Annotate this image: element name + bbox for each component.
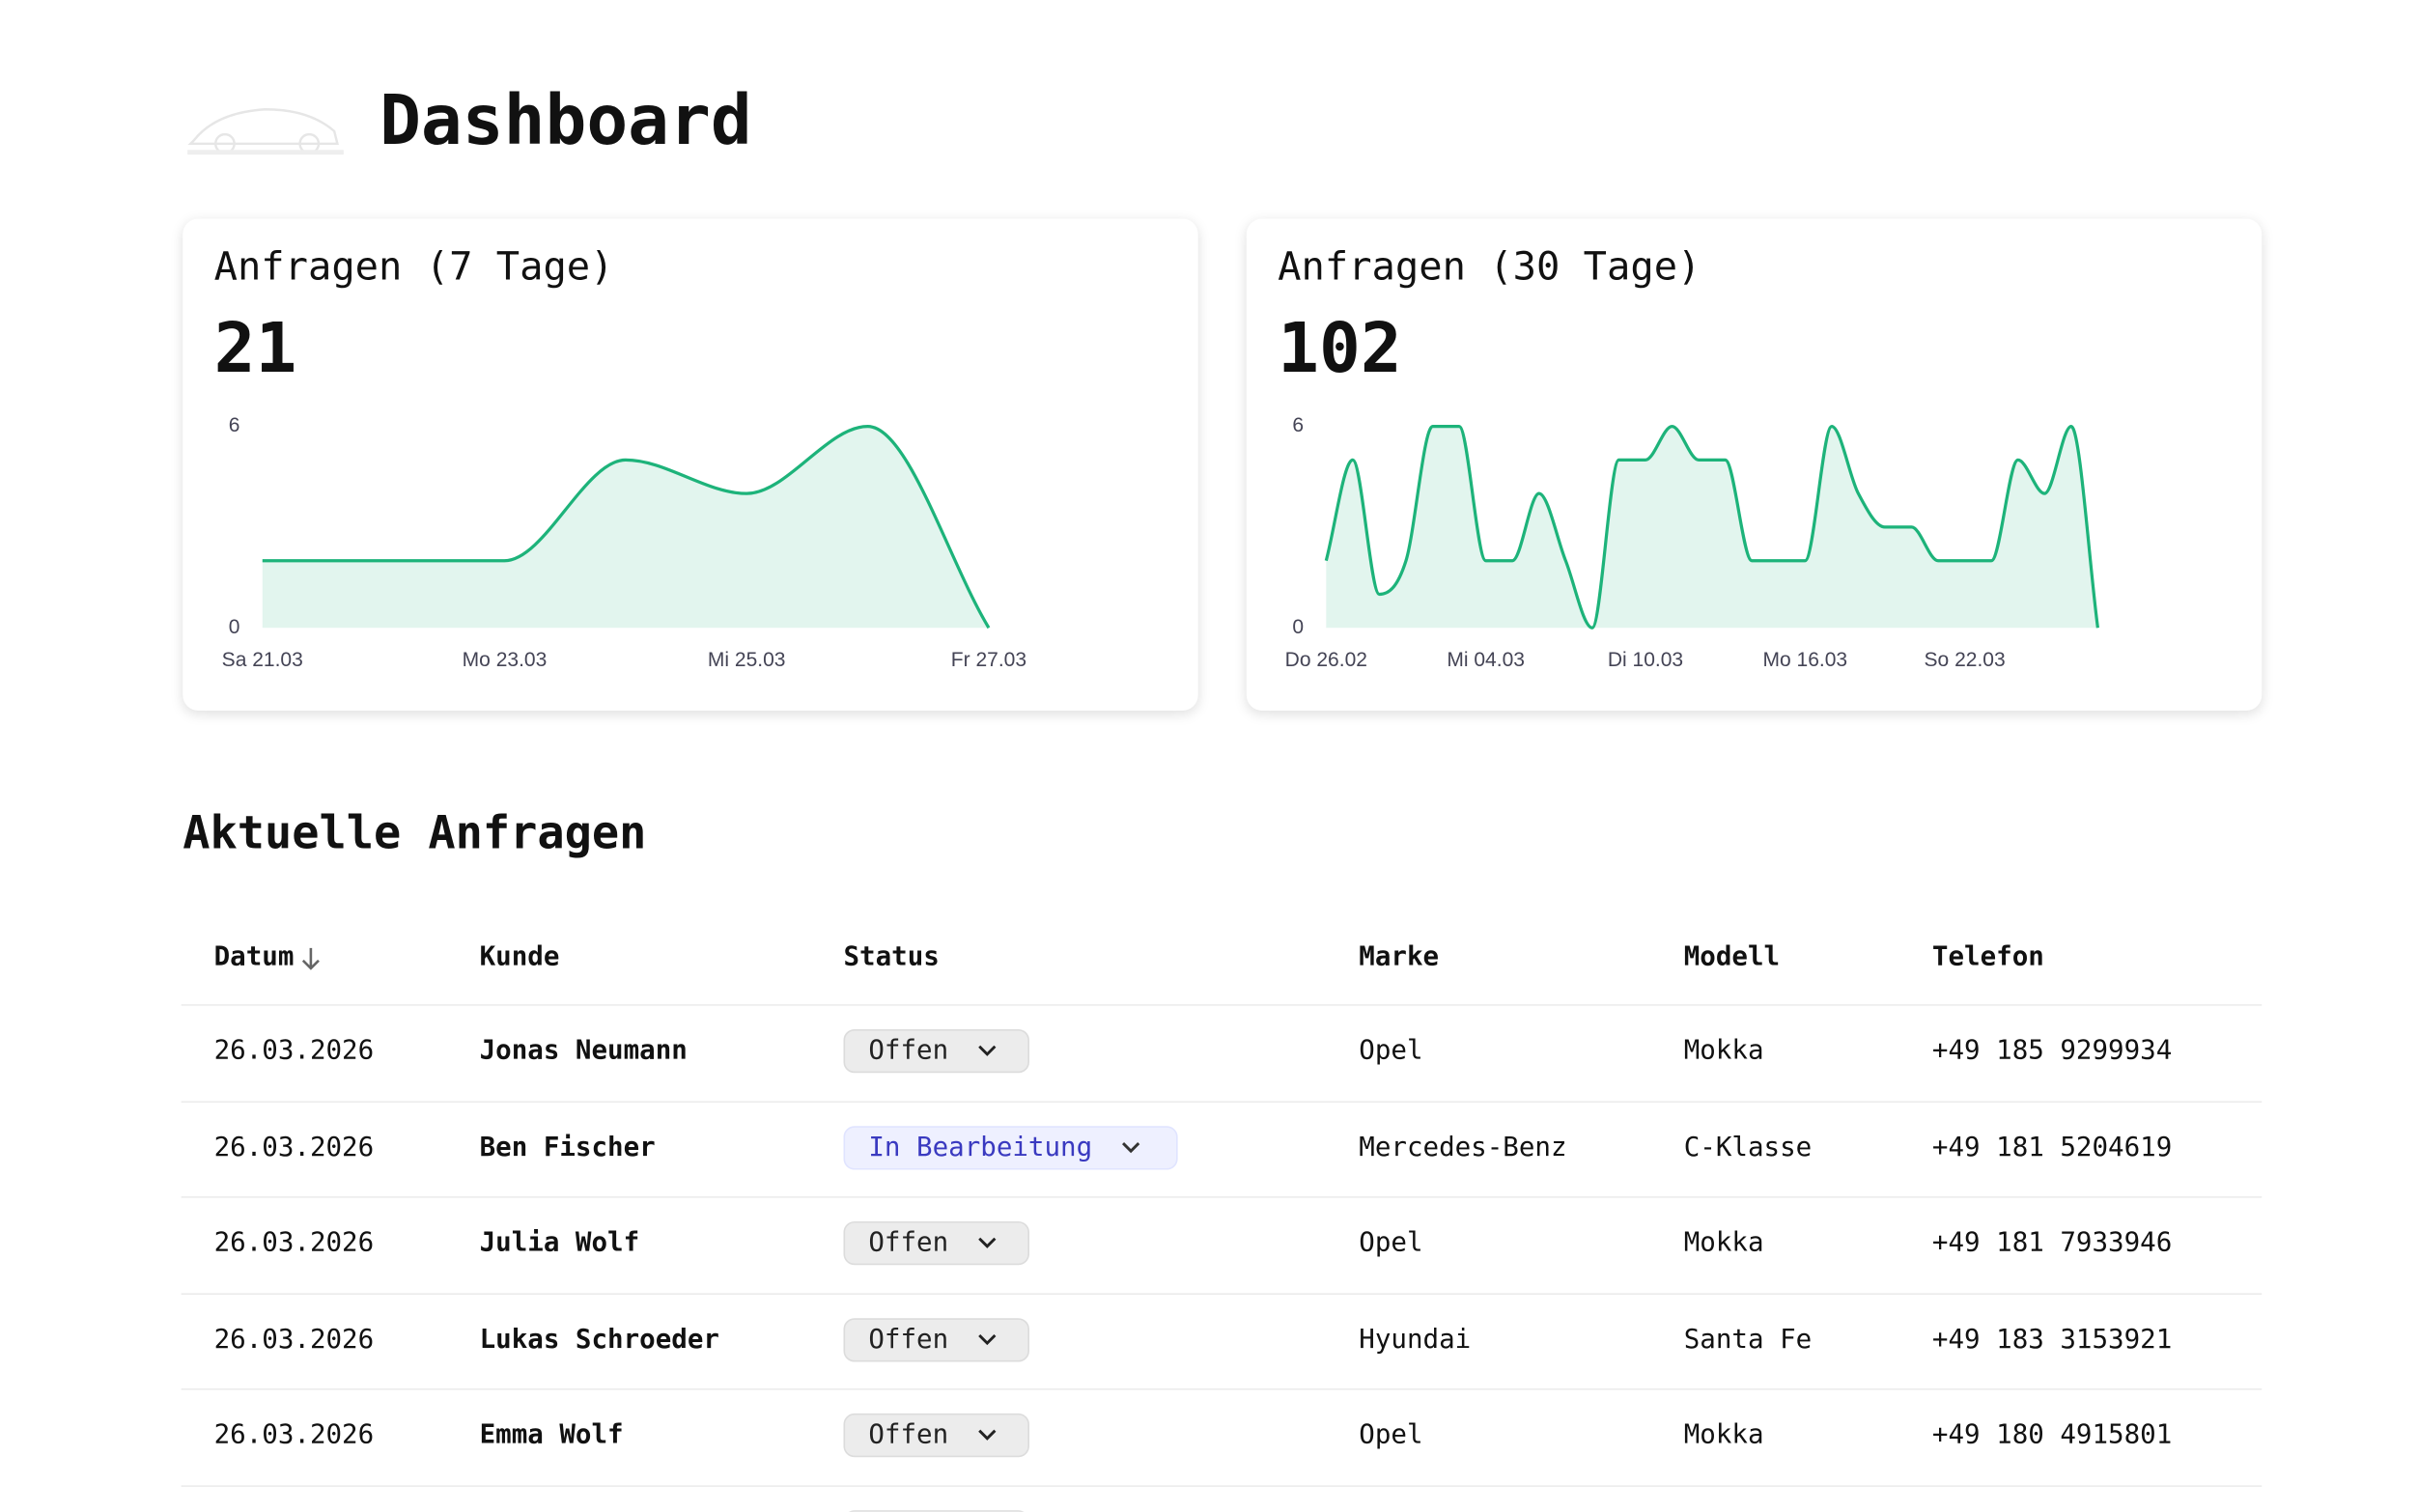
table-cell: +49 185 9299934 bbox=[1931, 1035, 2173, 1067]
table-cell: Emma Wolf bbox=[479, 1419, 624, 1451]
status-dropdown[interactable]: Offen bbox=[843, 1028, 1029, 1074]
section-title: Aktuelle Anfragen bbox=[183, 805, 647, 859]
table-cell: Mokka bbox=[1683, 1227, 1764, 1259]
column-header: Marke bbox=[1359, 941, 1440, 973]
card-total: 102 bbox=[1278, 309, 1402, 389]
logo bbox=[187, 108, 344, 155]
card-total: 21 bbox=[213, 309, 297, 389]
sort-icon[interactable] bbox=[300, 945, 323, 973]
table-cell: Mercedes-Benz bbox=[1359, 1131, 1567, 1163]
table-cell: Santa Fe bbox=[1683, 1323, 1813, 1356]
table-cell: 26.03.2026 bbox=[213, 1419, 375, 1451]
chart: 0 6 Do 26.02 Mi 04.03 Di 10.03 Mo 16.03 So 22.… bbox=[1285, 414, 2100, 671]
table-cell: 26.03.2026 bbox=[213, 1131, 375, 1163]
y-tick-label: 6 bbox=[1292, 414, 1304, 436]
y-tick-label: 0 bbox=[229, 616, 240, 638]
x-tick-label: Do 26.02 bbox=[1285, 649, 1367, 671]
status-label: Offen bbox=[868, 1419, 949, 1451]
x-tick-label: So 22.03 bbox=[1925, 649, 2006, 671]
row-separator bbox=[181, 1388, 2263, 1390]
x-tick-label: Fr 27.03 bbox=[951, 649, 1026, 671]
kpi-card: Anfragen (30 Tage) 102 0 6 Do 26.02 Mi 04.0… bbox=[1246, 218, 2263, 711]
card-title: Anfragen (30 Tage) bbox=[1278, 243, 1701, 290]
status-dropdown[interactable]: Offen bbox=[843, 1220, 1029, 1266]
chart: 0 6 Sa 21.03 Mo 23.03 Mi 25.03 Fr 27.03 bbox=[222, 414, 1026, 671]
column-header: Modell bbox=[1683, 941, 1781, 973]
area-fill bbox=[1326, 426, 2098, 629]
table-cell: Hyundai bbox=[1359, 1323, 1472, 1356]
card-title: Anfragen (7 Tage) bbox=[213, 243, 614, 290]
table-cell: 26.03.2026 bbox=[213, 1227, 375, 1259]
x-tick-label: Sa 21.03 bbox=[222, 649, 303, 671]
chevron bbox=[978, 1045, 997, 1056]
table-cell: Opel bbox=[1359, 1419, 1423, 1451]
table-cell: Ben Fischer bbox=[479, 1131, 656, 1163]
chevron bbox=[978, 1237, 997, 1248]
y-tick-label: 6 bbox=[229, 414, 240, 436]
chevron bbox=[978, 1429, 997, 1441]
table-cell: C-Klasse bbox=[1683, 1131, 1813, 1163]
x-tick-label: Di 10.03 bbox=[1608, 649, 1683, 671]
column-header: Kunde bbox=[479, 941, 560, 973]
status-label: Offen bbox=[868, 1035, 949, 1067]
x-tick-label: Mo 23.03 bbox=[463, 649, 548, 671]
status-dropdown[interactable]: Offen bbox=[843, 1413, 1029, 1458]
column-header: Telefon bbox=[1931, 941, 2044, 973]
x-tick-label: Mo 16.03 bbox=[1762, 649, 1847, 671]
status-label: In Bearbeitung bbox=[868, 1131, 1093, 1163]
status-label: Offen bbox=[868, 1323, 949, 1356]
column-header: Status bbox=[843, 941, 940, 973]
area-line bbox=[262, 424, 991, 630]
y-tick-label: 0 bbox=[1292, 616, 1304, 638]
table-cell: +49 180 4915801 bbox=[1931, 1419, 2173, 1451]
table-cell: Lukas Schroeder bbox=[479, 1323, 719, 1356]
table-cell: Opel bbox=[1359, 1227, 1423, 1259]
table-cell: Jonas Neumann bbox=[479, 1035, 688, 1067]
row-separator bbox=[181, 1292, 2263, 1295]
x-tick-label: Mi 04.03 bbox=[1447, 649, 1525, 671]
row-separator bbox=[181, 1004, 2263, 1006]
table-cell: Julia Wolf bbox=[479, 1227, 640, 1259]
chevron bbox=[1122, 1141, 1140, 1153]
status-dropdown[interactable]: In Bearbeitung bbox=[843, 1125, 1178, 1169]
chevron bbox=[978, 1333, 997, 1345]
table-cell: Mokka bbox=[1683, 1035, 1764, 1067]
area-fill bbox=[262, 426, 989, 629]
row-separator bbox=[181, 1100, 2263, 1103]
status-dropdown[interactable]: Offen bbox=[843, 1509, 1029, 1512]
status-dropdown[interactable]: Offen bbox=[843, 1317, 1029, 1361]
status-label: Offen bbox=[868, 1227, 949, 1259]
table-cell: +49 181 5204619 bbox=[1931, 1131, 2173, 1163]
column-header[interactable]: Datum bbox=[213, 941, 295, 973]
area-line bbox=[1324, 424, 2100, 630]
table-cell: 26.03.2026 bbox=[213, 1035, 375, 1067]
table-cell: Mokka bbox=[1683, 1419, 1764, 1451]
table-cell: +49 183 3153921 bbox=[1931, 1323, 2173, 1356]
table-cell: +49 181 7933946 bbox=[1931, 1227, 2173, 1259]
row-separator bbox=[181, 1484, 2263, 1487]
table-cell: 26.03.2026 bbox=[213, 1323, 375, 1356]
page-title: Dashboard bbox=[380, 81, 752, 161]
table-cell: Opel bbox=[1359, 1035, 1423, 1067]
kpi-card: Anfragen (7 Tage) 21 0 6 Sa 21.03 Mo 23.03 M… bbox=[183, 218, 1198, 711]
row-separator bbox=[181, 1196, 2263, 1198]
x-tick-label: Mi 25.03 bbox=[708, 649, 786, 671]
